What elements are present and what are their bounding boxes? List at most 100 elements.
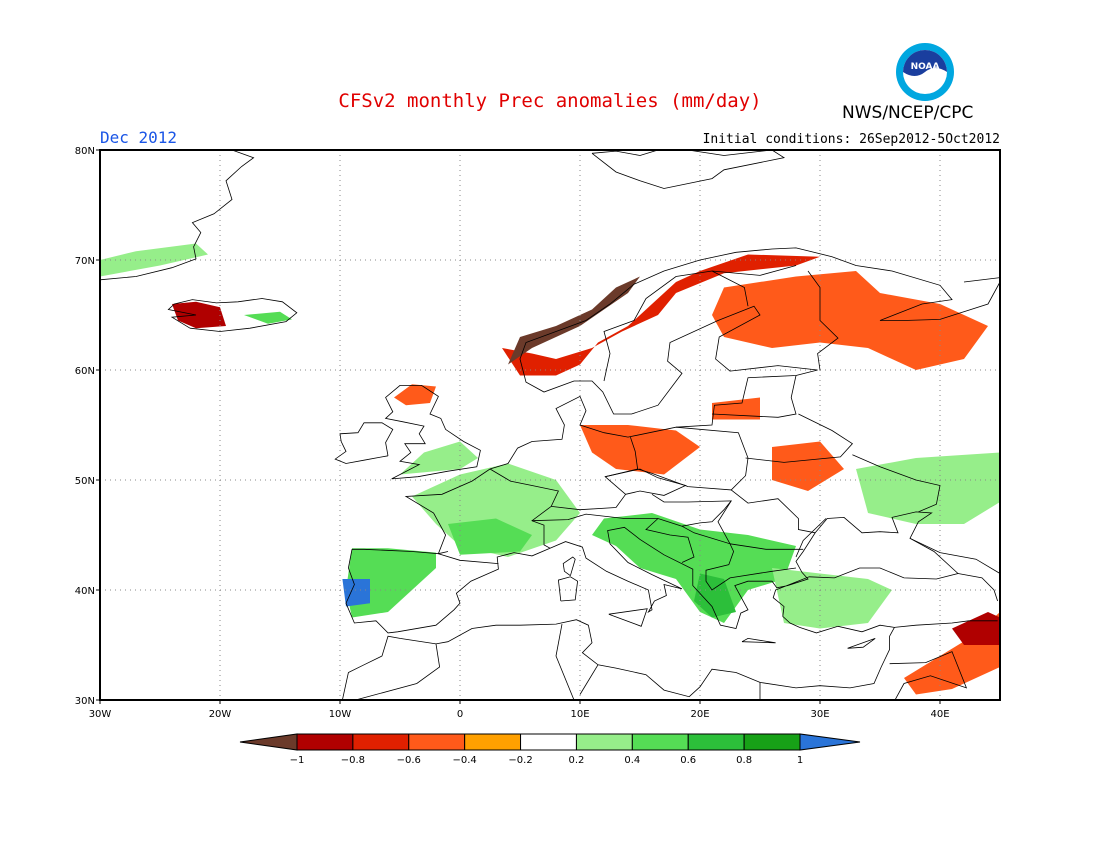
coastline: [551, 436, 639, 511]
lon-tick-label: 0: [457, 709, 463, 720]
coastline: [438, 553, 499, 564]
colorbar-arrow-low: [239, 733, 298, 751]
coastline: [795, 518, 827, 558]
coastline: [645, 518, 695, 563]
coastline: [591, 150, 786, 189]
anomaly-patch: [694, 573, 736, 618]
colorbar-box: [464, 733, 522, 751]
month-label: Dec 2012: [100, 128, 178, 147]
anomaly-patch: [712, 271, 988, 370]
colorbar-tick-label: 0.8: [736, 755, 752, 766]
coastline: [711, 375, 797, 418]
colorbar-box: [408, 733, 466, 751]
anomaly-patch: [580, 425, 700, 475]
anomaly-patch: [712, 397, 760, 420]
anomaly-layer: [100, 243, 1000, 695]
coastline: [651, 493, 733, 527]
anomaly-patch: [502, 254, 820, 376]
coastline: [729, 543, 804, 550]
lon-tick-label: 30E: [810, 709, 829, 720]
lon-tick-label: 40E: [930, 709, 949, 720]
coastline: [963, 277, 1000, 283]
lat-tick-label: 60N: [75, 366, 95, 377]
map-frame: [99, 149, 1001, 701]
organization-label: NWS/NCEP/CPC: [842, 103, 974, 123]
lon-tick-label: 30W: [89, 709, 112, 720]
noaa-logo: NOAA: [896, 43, 954, 101]
anomaly-patch: [952, 612, 1000, 645]
coastline: [741, 637, 776, 644]
coastline: [745, 413, 854, 463]
coastline: [531, 513, 797, 591]
anomaly-patch: [400, 441, 478, 475]
coastline: [579, 664, 599, 695]
coastline: [603, 265, 797, 382]
colorbar-box: [352, 733, 410, 751]
coastline: [730, 489, 816, 534]
anomaly-patch: [772, 568, 892, 629]
coastline: [889, 651, 968, 700]
coastline: [334, 422, 394, 464]
coastline: [342, 511, 959, 700]
lat-tick-label: 30N: [75, 696, 95, 707]
coastline: [352, 247, 1000, 555]
lat-tick-label: 50N: [75, 476, 95, 487]
colorbar-tick-label: −0.6: [397, 755, 421, 766]
lon-tick-label: 20E: [690, 709, 709, 720]
colorbar-tick-label: 0.2: [568, 755, 584, 766]
coastline: [438, 551, 449, 555]
anomaly-patch: [904, 612, 1000, 695]
lat-tick-label: 80N: [75, 146, 95, 157]
coastline: [847, 638, 876, 649]
coastline: [355, 643, 441, 700]
colorbar-box: [520, 733, 577, 751]
anomaly-patch: [772, 441, 844, 491]
initial-conditions-label: Initial conditions: 26Sep2012-5Oct2012: [702, 132, 1000, 147]
colorbar-tick-label: −0.4: [453, 755, 477, 766]
coastline: [852, 454, 941, 513]
colorbar-tick-label: −1: [290, 755, 305, 766]
anomaly-patch: [592, 513, 796, 623]
coastline: [608, 608, 648, 627]
colorbar-tick-label: 0.6: [680, 755, 696, 766]
colorbar: −1 −0.8 −0.6 −0.4 −0.2 0.2 0.4 0.6 0.8 1: [239, 733, 861, 766]
coastline: [557, 576, 579, 602]
coastline: [555, 624, 575, 700]
coastline: [807, 270, 839, 371]
coastline: [957, 573, 998, 602]
anomaly-patch: [100, 243, 208, 277]
anomaly-patch: [508, 276, 640, 365]
colorbar-arrow-high: [799, 733, 861, 751]
lat-tick-label: 40N: [75, 586, 95, 597]
coastline: [637, 426, 749, 491]
coastline: [605, 468, 687, 496]
colorbar-box: [575, 733, 633, 751]
colorbar-tick-label: 0.4: [624, 755, 640, 766]
lon-tick-label: 10W: [329, 709, 352, 720]
coastline: [894, 620, 998, 628]
coastlines: [100, 150, 1000, 700]
chart-title: CFSv2 monthly Prec anomalies (mm/day): [338, 90, 762, 112]
colorbar-tick-label: −0.8: [341, 755, 365, 766]
colorbar-box: [743, 733, 801, 751]
colorbar-tick-label: 1: [797, 755, 803, 766]
lon-tick-label: 10E: [570, 709, 589, 720]
colorbar-tick-label: −0.2: [508, 755, 532, 766]
svg-text:NOAA: NOAA: [911, 62, 940, 72]
lon-tick-label: 20W: [209, 709, 232, 720]
anomaly-patch: [244, 311, 292, 324]
lat-tick-label: 70N: [75, 256, 95, 267]
anomaly-patch: [856, 452, 1000, 524]
colorbar-box: [631, 733, 689, 751]
colorbar-box: [687, 733, 745, 751]
coastline: [717, 500, 732, 544]
coastline: [167, 298, 298, 332]
anomaly-patch: [448, 518, 532, 555]
coastline: [384, 384, 481, 480]
colorbar-box: [296, 733, 354, 751]
coastline: [909, 537, 1000, 574]
anomaly-patch: [172, 301, 226, 329]
coastline: [562, 556, 576, 577]
anomaly-patch: [342, 579, 370, 607]
